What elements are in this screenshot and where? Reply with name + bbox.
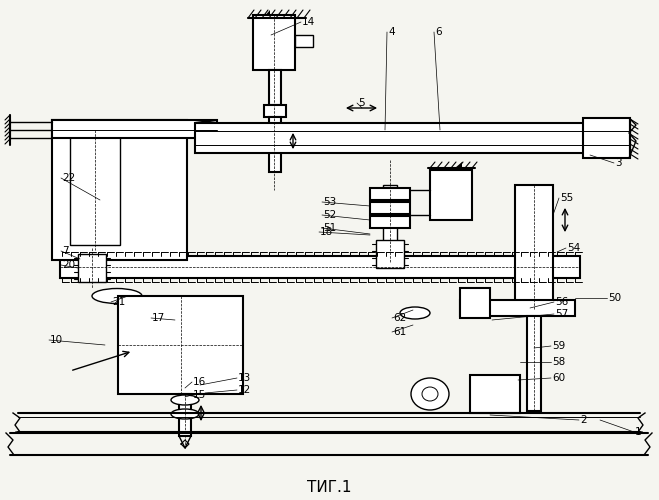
Text: 2: 2	[580, 415, 587, 425]
Text: 5: 5	[358, 98, 364, 108]
Text: ΤИГ.1: ΤИГ.1	[306, 480, 351, 496]
Text: 53: 53	[323, 197, 336, 207]
Bar	[460, 288, 490, 318]
Text: 1: 1	[635, 427, 642, 437]
Text: 16: 16	[193, 377, 206, 387]
Bar	[470, 375, 520, 413]
Text: 59: 59	[552, 341, 565, 351]
Polygon shape	[263, 10, 270, 18]
Text: 7: 7	[62, 246, 69, 256]
Text: 14: 14	[302, 17, 315, 27]
Ellipse shape	[400, 307, 430, 319]
Ellipse shape	[171, 395, 199, 405]
Text: 17: 17	[152, 313, 165, 323]
Bar	[78, 254, 106, 282]
Bar	[264, 105, 286, 117]
Text: 54: 54	[567, 243, 581, 253]
Bar	[370, 216, 410, 228]
Text: 62: 62	[393, 313, 406, 323]
Text: 58: 58	[552, 357, 565, 367]
Bar	[370, 202, 410, 214]
Text: 57: 57	[555, 309, 568, 319]
Text: 13: 13	[238, 373, 251, 383]
Text: 21: 21	[112, 297, 125, 307]
Text: 60: 60	[552, 373, 565, 383]
Text: 50: 50	[608, 293, 621, 303]
Ellipse shape	[92, 288, 142, 304]
Text: 12: 12	[238, 385, 251, 395]
Bar	[370, 188, 410, 200]
Bar	[295, 35, 313, 47]
Bar	[376, 240, 404, 268]
Polygon shape	[455, 162, 462, 168]
Bar	[527, 316, 541, 411]
Text: 6: 6	[435, 27, 442, 37]
Bar	[430, 170, 472, 220]
Bar	[269, 117, 281, 172]
Ellipse shape	[171, 409, 199, 419]
Bar	[70, 135, 120, 245]
Bar	[52, 120, 217, 138]
Bar	[515, 185, 553, 310]
Text: 55: 55	[560, 193, 573, 203]
Text: 18: 18	[320, 227, 333, 237]
Text: 4: 4	[388, 27, 395, 37]
Text: 15: 15	[193, 390, 206, 400]
Bar	[269, 70, 281, 105]
Text: 10: 10	[50, 335, 63, 345]
Bar	[583, 118, 630, 158]
Bar	[118, 296, 243, 394]
Text: 52: 52	[323, 210, 336, 220]
Bar	[60, 256, 580, 278]
Text: 61: 61	[393, 327, 406, 337]
Ellipse shape	[422, 387, 438, 401]
Ellipse shape	[411, 378, 449, 410]
Text: 56: 56	[555, 297, 568, 307]
Bar	[460, 300, 575, 316]
Text: 51: 51	[323, 223, 336, 233]
Text: 20: 20	[62, 260, 75, 270]
Bar	[253, 15, 295, 70]
Bar	[52, 120, 187, 260]
Bar	[179, 394, 191, 436]
Text: 22: 22	[62, 173, 75, 183]
Bar	[383, 185, 397, 262]
Text: 3: 3	[615, 158, 621, 168]
Bar	[195, 123, 630, 153]
